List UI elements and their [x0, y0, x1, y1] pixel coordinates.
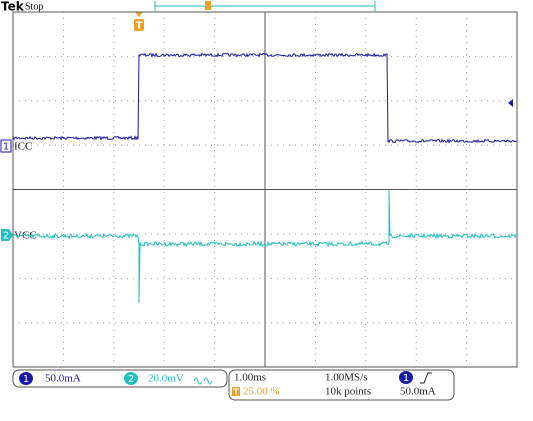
ch2-readout-number: 2	[128, 374, 134, 385]
ch1-trace	[12, 52, 518, 144]
record-length: 10k points	[325, 386, 371, 398]
brand: Tek	[1, 0, 25, 14]
graticule	[12, 11, 518, 368]
channel-readout: 1 50.0mA 2 20.0mV	[12, 369, 228, 388]
trigger-position: 25.00 %	[243, 386, 280, 398]
slope-icon	[420, 372, 432, 384]
ch1-scale: 50.0mA	[45, 373, 81, 385]
sample-rate: 1.00MS/s	[325, 372, 368, 384]
trigger-marker-label: T	[136, 21, 143, 32]
ch2-trace	[12, 189, 518, 304]
time-scale: 1.00ms	[234, 372, 266, 384]
status: Stop	[25, 1, 43, 12]
ch1-label: ICC	[14, 141, 32, 153]
ch1-readout-number: 1	[23, 374, 29, 385]
record-bar	[154, 1, 376, 11]
trigger-position-marker: T	[134, 12, 144, 32]
ch2-number: 2	[3, 231, 9, 242]
trigger-level-marker	[508, 99, 513, 107]
ch2-scale: 20.0mV	[148, 373, 184, 385]
trigger-source: 1	[403, 373, 409, 384]
timebase-readout: 1.00ms 1.00MS/s T 25.00 % 10k points 1 5…	[228, 369, 455, 401]
ch1-marker: 1 ICC	[0, 139, 32, 153]
bandwidth-icon	[193, 377, 213, 385]
trigger-level: 50.0mA	[400, 386, 436, 398]
trigger-icon: T	[233, 388, 239, 397]
ch1-number: 1	[3, 142, 9, 153]
